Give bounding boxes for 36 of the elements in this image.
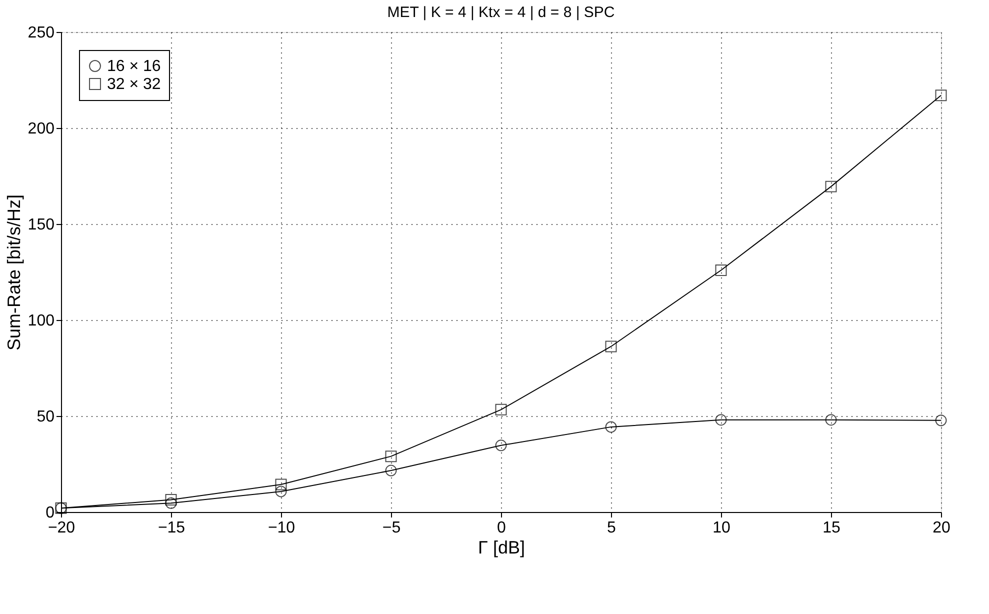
y-tick-label: 150	[28, 216, 55, 234]
point	[495, 404, 507, 416]
point	[385, 464, 397, 476]
x-tick-label: −10	[268, 520, 296, 536]
point	[165, 494, 177, 506]
point	[385, 450, 397, 462]
x-tick-label: −5	[382, 520, 401, 536]
point	[825, 180, 837, 192]
legend-label: 32 × 32	[107, 76, 161, 93]
point	[275, 486, 287, 498]
y-axis-title: Sum-Rate [bit/s/Hz]	[4, 194, 24, 351]
point	[715, 264, 727, 276]
x-tick-label: 20	[932, 520, 950, 536]
x-tick-label: 0	[497, 520, 506, 536]
y-tick-label: 200	[28, 120, 55, 138]
x-tick-label: 10	[712, 520, 730, 536]
y-tick-label: 0	[46, 504, 55, 522]
point	[275, 478, 287, 490]
point	[825, 414, 837, 426]
x-tick-label: 15	[822, 520, 840, 536]
point	[495, 440, 507, 452]
point	[605, 340, 617, 352]
y-tick-label: 100	[28, 312, 55, 330]
point	[605, 421, 617, 433]
point	[935, 90, 947, 102]
y-tick-label: 50	[36, 408, 55, 426]
point	[935, 414, 947, 426]
chart-title: MET | K = 4 | Ktx = 4 | d = 8 | SPC	[387, 4, 615, 21]
legend-label: 16 × 16	[107, 58, 161, 75]
x-axis-title: Γ [dB]	[478, 538, 525, 558]
x-tick-label: 5	[607, 520, 616, 536]
x-tick-label: −20	[48, 520, 76, 536]
point	[715, 414, 727, 426]
point	[165, 497, 177, 509]
y-tick-label: 250	[28, 24, 55, 42]
x-tick-label: −15	[158, 520, 186, 536]
